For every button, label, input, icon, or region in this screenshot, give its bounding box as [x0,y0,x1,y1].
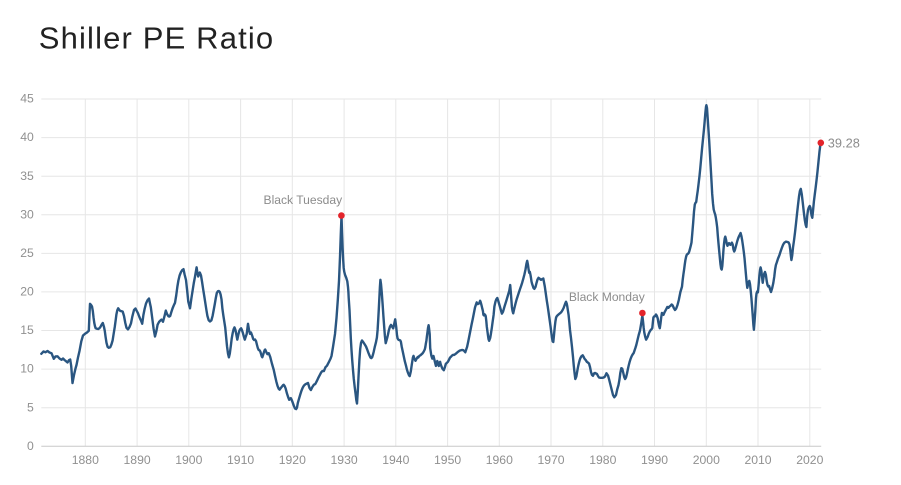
svg-text:10: 10 [20,362,34,376]
svg-text:1910: 1910 [227,453,254,467]
svg-text:2000: 2000 [693,453,720,467]
svg-text:20: 20 [20,285,34,299]
svg-text:40: 40 [20,130,34,144]
svg-text:1890: 1890 [124,453,151,467]
svg-text:1930: 1930 [331,453,358,467]
svg-text:45: 45 [20,92,34,106]
svg-text:1920: 1920 [279,453,306,467]
svg-text:30: 30 [20,207,34,221]
svg-text:Black Tuesday: Black Tuesday [264,193,344,207]
svg-text:5: 5 [27,400,34,414]
svg-text:25: 25 [20,246,34,260]
svg-text:15: 15 [20,323,34,337]
svg-text:0: 0 [27,439,34,453]
svg-text:Shiller PE Ratio: Shiller PE Ratio [39,21,274,56]
svg-text:1880: 1880 [72,453,99,467]
svg-text:35: 35 [20,169,34,183]
svg-text:1940: 1940 [382,453,409,467]
svg-text:39.28: 39.28 [828,135,860,150]
svg-text:1900: 1900 [175,453,202,467]
svg-text:2020: 2020 [796,453,823,467]
svg-text:1950: 1950 [434,453,461,467]
svg-text:1990: 1990 [641,453,668,467]
svg-text:1970: 1970 [537,453,564,467]
svg-text:Black Monday: Black Monday [569,290,646,304]
svg-text:2010: 2010 [744,453,771,467]
svg-text:1980: 1980 [589,453,616,467]
svg-text:1960: 1960 [486,453,513,467]
